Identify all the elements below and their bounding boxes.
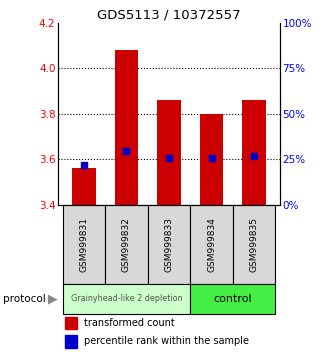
Text: GSM999834: GSM999834 xyxy=(207,217,216,272)
Text: GSM999831: GSM999831 xyxy=(79,217,88,272)
Title: GDS5113 / 10372557: GDS5113 / 10372557 xyxy=(97,9,241,22)
Bar xyxy=(233,205,275,284)
Bar xyxy=(190,205,233,284)
Bar xyxy=(65,335,77,348)
Bar xyxy=(63,284,190,314)
Bar xyxy=(148,205,190,284)
Text: ▶: ▶ xyxy=(48,292,58,305)
Bar xyxy=(242,100,266,205)
Bar xyxy=(157,100,181,205)
Text: control: control xyxy=(213,294,252,304)
Bar xyxy=(72,168,96,205)
Text: percentile rank within the sample: percentile rank within the sample xyxy=(84,336,249,346)
Bar xyxy=(200,114,223,205)
Text: transformed count: transformed count xyxy=(84,318,174,328)
Bar xyxy=(63,205,105,284)
Text: GSM999833: GSM999833 xyxy=(165,217,173,272)
Text: protocol: protocol xyxy=(3,294,46,304)
Text: GSM999835: GSM999835 xyxy=(250,217,259,272)
Bar xyxy=(105,205,148,284)
Bar xyxy=(190,284,275,314)
Text: Grainyhead-like 2 depletion: Grainyhead-like 2 depletion xyxy=(71,294,182,303)
Text: GSM999832: GSM999832 xyxy=(122,217,131,272)
Bar xyxy=(115,50,138,205)
Bar xyxy=(65,316,77,329)
